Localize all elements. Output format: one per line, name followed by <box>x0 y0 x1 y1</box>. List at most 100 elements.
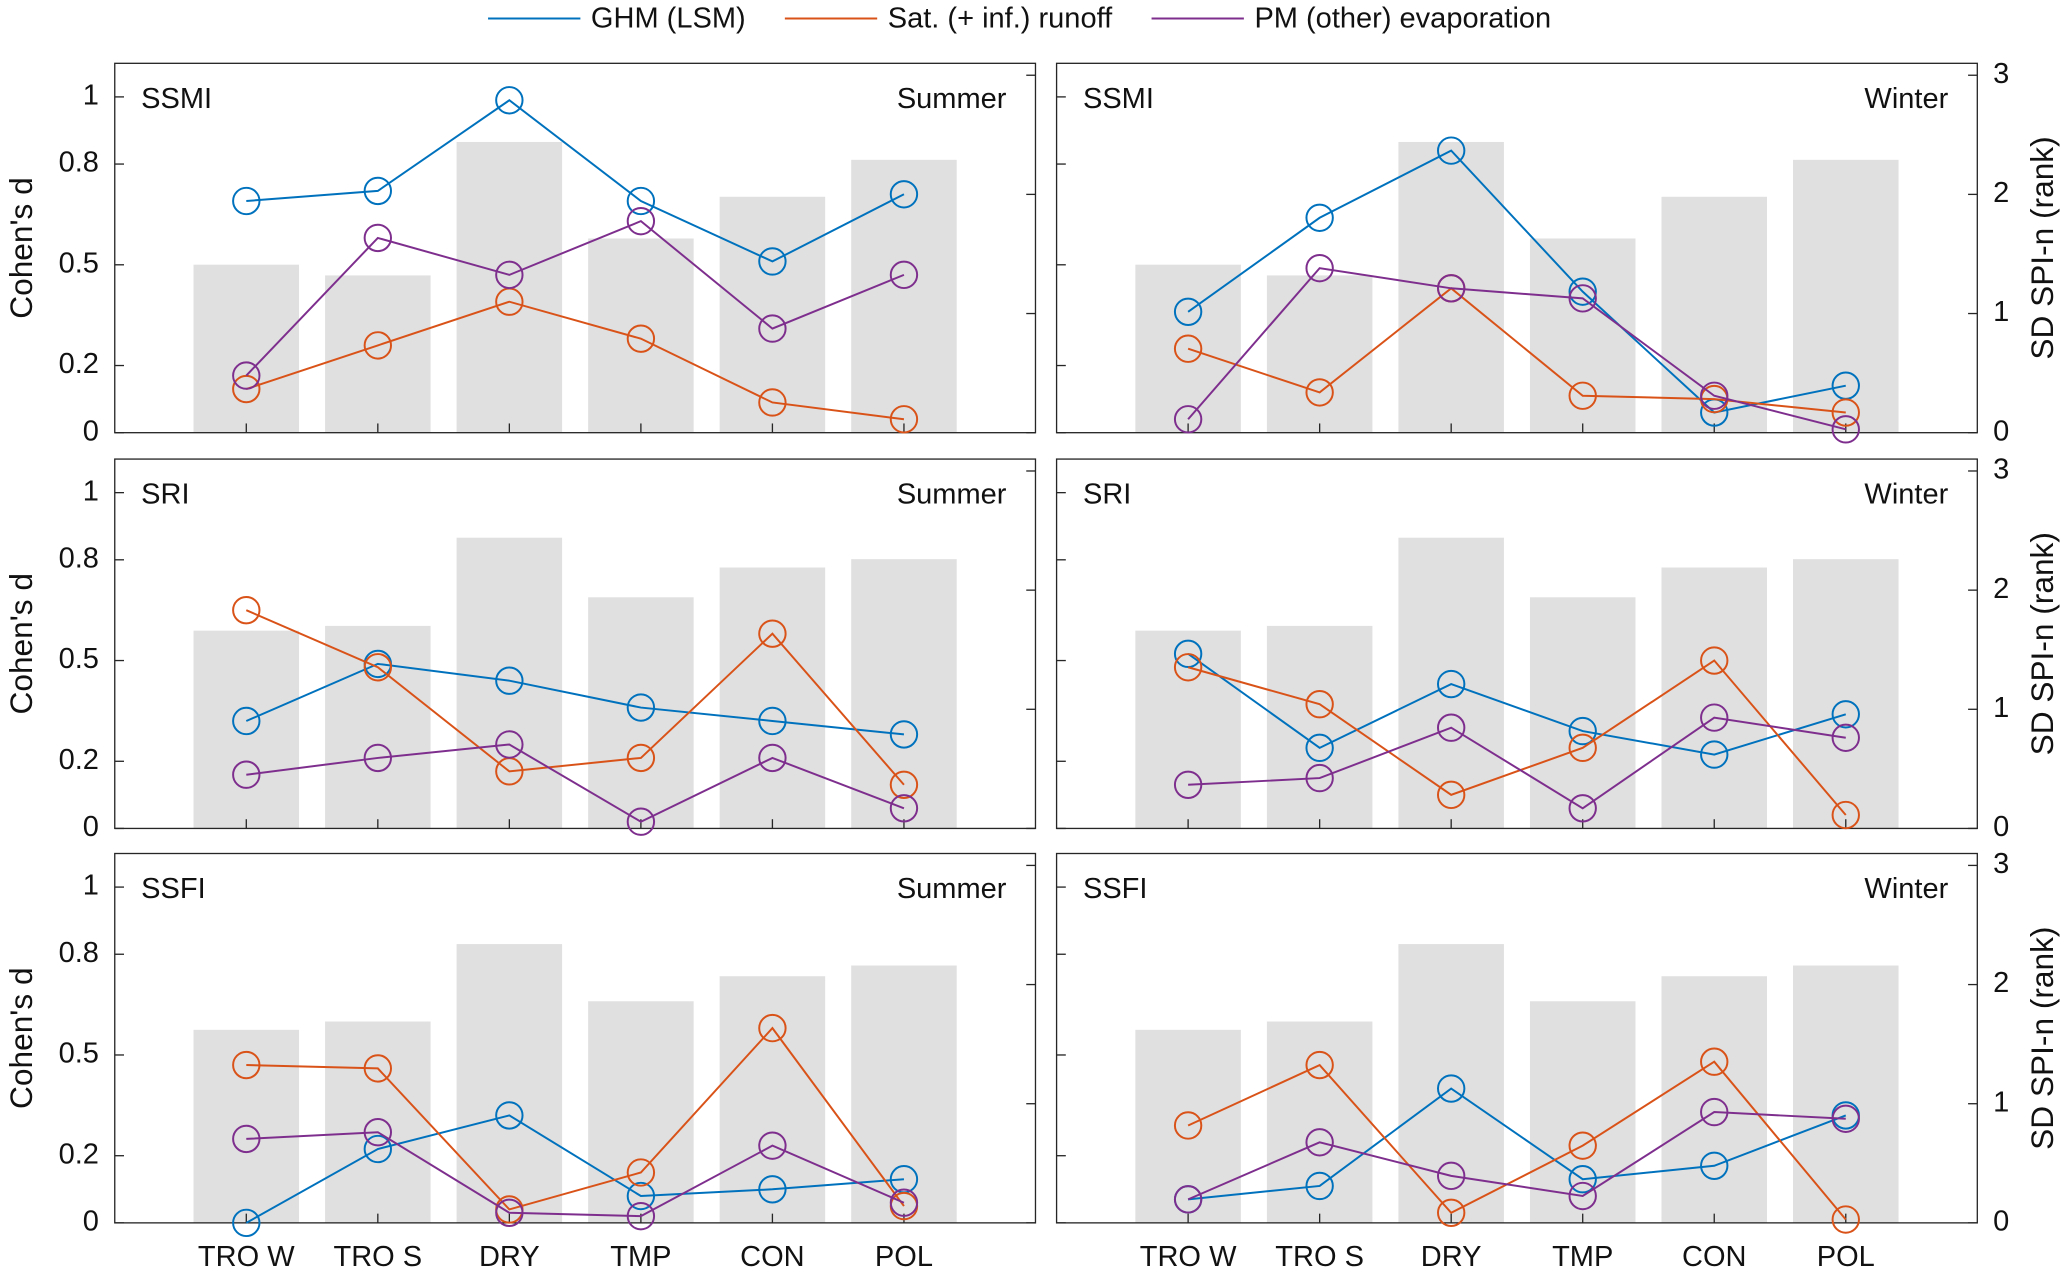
marker <box>232 1050 261 1080</box>
marker <box>1305 1128 1334 1157</box>
series-line <box>1187 1060 1847 1221</box>
marker <box>1173 1111 1203 1140</box>
y-axis-label: Cohen's d <box>3 967 39 1109</box>
bar <box>456 537 563 829</box>
marker <box>363 223 393 253</box>
marker <box>232 595 261 625</box>
y-tick-label: 1 <box>83 870 99 902</box>
marker <box>626 1201 656 1231</box>
marker <box>1436 780 1466 810</box>
plot-frame <box>1055 458 1978 830</box>
marker <box>626 324 656 353</box>
marker <box>363 1118 393 1147</box>
marker <box>1173 770 1203 799</box>
bar <box>456 944 563 1223</box>
series-line <box>1188 1087 1847 1201</box>
marker <box>626 807 656 836</box>
series-line <box>246 743 905 823</box>
bar <box>1661 567 1768 829</box>
marker <box>495 730 524 759</box>
marker <box>1568 794 1597 823</box>
marker <box>1173 1185 1203 1214</box>
marker <box>1700 381 1729 410</box>
bar <box>193 264 300 433</box>
y2-tick-label: 3 <box>1993 848 2009 880</box>
marker <box>1568 284 1597 313</box>
x-tick-label: DRY <box>479 1241 540 1273</box>
panel-label: SSFI <box>1083 873 1147 905</box>
marker <box>1305 1171 1334 1201</box>
marker <box>1700 646 1729 675</box>
x-tick-label: DRY <box>1421 1241 1482 1273</box>
marker <box>1436 274 1466 303</box>
marker <box>1305 253 1334 283</box>
marker <box>626 693 656 722</box>
marker <box>758 388 787 417</box>
marker <box>1831 1205 1860 1234</box>
panel-label: SRI <box>141 479 189 511</box>
marker <box>232 186 261 216</box>
y-tick-label: 0 <box>83 811 99 843</box>
bar <box>588 1001 694 1223</box>
series-line <box>245 300 905 421</box>
x-tick-label: TMP <box>610 1241 671 1273</box>
bar <box>719 976 826 1223</box>
series-line <box>246 99 905 263</box>
y-tick-label: 0.5 <box>59 247 99 279</box>
marker <box>758 1175 787 1204</box>
bar <box>1661 196 1768 433</box>
marker <box>495 260 524 290</box>
marker <box>889 794 919 823</box>
marker <box>626 1181 656 1211</box>
marker <box>758 1131 787 1160</box>
marker <box>1436 669 1466 699</box>
y-tick-label: 0.2 <box>59 348 99 380</box>
bar <box>1135 1029 1241 1223</box>
marker <box>363 1054 393 1083</box>
y-tick-label: 0.2 <box>59 1138 99 1170</box>
y-axis-label: Cohen's d <box>3 177 39 319</box>
bar <box>1529 238 1636 433</box>
marker <box>1436 1198 1466 1227</box>
marker <box>1173 653 1203 682</box>
y-tick-label: 0.8 <box>59 542 99 574</box>
marker <box>1173 297 1203 326</box>
y2-tick-label: 0 <box>1993 1206 2009 1238</box>
panel-season: Summer <box>897 83 1007 115</box>
marker <box>1436 713 1466 742</box>
marker <box>363 176 393 206</box>
marker <box>232 1208 261 1238</box>
marker <box>626 206 656 236</box>
y2-tick-label: 2 <box>1993 573 2009 605</box>
panel-season: Summer <box>897 479 1007 511</box>
plot-frame <box>1055 852 1978 1224</box>
bar <box>1529 1001 1636 1223</box>
marker <box>889 770 919 799</box>
marker <box>1831 1104 1860 1133</box>
marker <box>1305 1050 1334 1080</box>
marker <box>1305 203 1334 232</box>
x-tick-label: TRO S <box>1275 1241 1364 1273</box>
series-line <box>1187 149 1846 414</box>
marker <box>626 1158 656 1187</box>
y2-axis-label: SD SPI-n (rank) <box>2024 532 2060 755</box>
y2-tick-label: 3 <box>1993 58 2009 90</box>
marker <box>1436 1074 1466 1103</box>
marker <box>1568 733 1597 763</box>
marker <box>758 247 787 276</box>
series-line <box>245 609 905 786</box>
marker <box>495 1198 524 1227</box>
marker <box>1831 723 1860 752</box>
marker <box>1831 700 1860 729</box>
marker <box>1700 703 1729 732</box>
marker <box>758 1013 787 1043</box>
marker <box>1173 639 1203 669</box>
bar <box>719 567 826 829</box>
y-tick-label: 0.5 <box>59 1038 99 1070</box>
bar <box>193 630 300 829</box>
marker <box>758 743 787 773</box>
x-tick-label: CON <box>1682 1241 1746 1273</box>
marker <box>495 1101 524 1130</box>
marker <box>232 760 261 789</box>
